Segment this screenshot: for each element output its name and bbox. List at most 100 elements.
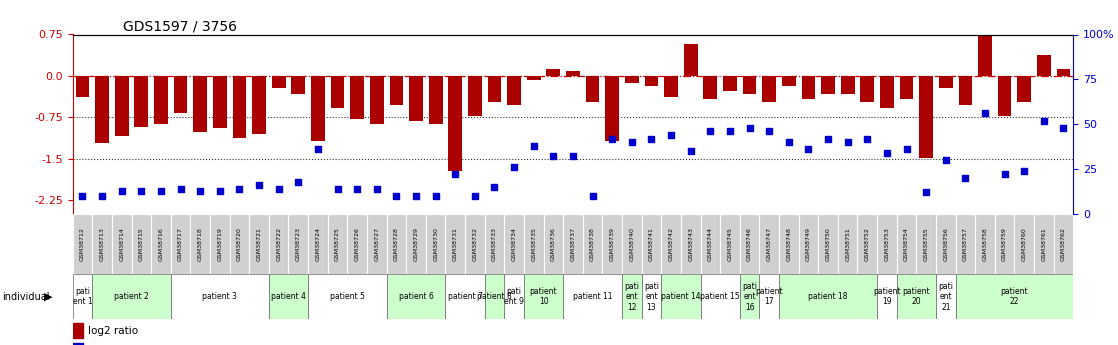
Text: GSM38716: GSM38716 — [159, 227, 163, 261]
Bar — [563, 214, 582, 274]
Bar — [367, 214, 387, 274]
Point — [407, 193, 425, 199]
Bar — [527, 76, 541, 80]
Bar — [919, 76, 934, 158]
Text: GSM38718: GSM38718 — [198, 227, 202, 261]
Text: GSM38723: GSM38723 — [296, 227, 301, 261]
Point — [269, 186, 287, 191]
Bar — [387, 214, 406, 274]
Bar — [504, 274, 524, 319]
Text: GSM38735: GSM38735 — [531, 227, 537, 261]
Bar — [253, 76, 266, 134]
Bar — [939, 76, 953, 88]
Bar — [841, 76, 854, 93]
Point — [956, 175, 974, 181]
Text: ▶: ▶ — [44, 292, 53, 302]
Point — [819, 136, 837, 141]
Text: GSM38738: GSM38738 — [590, 227, 595, 261]
Bar — [547, 69, 560, 76]
Bar — [288, 214, 309, 274]
Text: patient
20: patient 20 — [902, 287, 930, 306]
Bar — [956, 274, 1073, 319]
Bar — [586, 76, 599, 102]
Bar — [958, 76, 973, 105]
Text: patient 3: patient 3 — [202, 292, 237, 301]
Point — [898, 147, 916, 152]
Bar — [802, 76, 815, 99]
Text: GSM38720: GSM38720 — [237, 227, 241, 261]
Bar — [350, 76, 364, 119]
Text: GSM38727: GSM38727 — [375, 227, 379, 261]
Text: pati
ent
16: pati ent 16 — [742, 282, 757, 312]
Bar — [95, 76, 108, 143]
Point — [917, 190, 935, 195]
Text: GSM38746: GSM38746 — [747, 227, 752, 261]
Text: GSM38725: GSM38725 — [335, 227, 340, 261]
Text: GSM38742: GSM38742 — [669, 227, 673, 261]
Text: patient
17: patient 17 — [756, 287, 783, 306]
Bar — [465, 214, 485, 274]
Text: GSM38758: GSM38758 — [983, 227, 987, 261]
Text: patient 11: patient 11 — [572, 292, 613, 301]
Bar — [781, 76, 796, 86]
Bar — [524, 214, 543, 274]
Point — [859, 136, 877, 141]
Point — [388, 193, 406, 199]
Bar — [508, 76, 521, 105]
Point — [93, 193, 111, 199]
Text: GSM38713: GSM38713 — [100, 227, 105, 261]
Bar — [759, 214, 779, 274]
Point — [565, 154, 582, 159]
Text: pati
ent
21: pati ent 21 — [938, 282, 954, 312]
Text: pati
ent 1: pati ent 1 — [73, 287, 93, 306]
Bar — [605, 76, 619, 141]
Bar — [429, 76, 443, 125]
Point — [996, 172, 1014, 177]
Bar — [485, 274, 504, 319]
Bar — [821, 76, 835, 93]
Bar — [112, 214, 132, 274]
Bar — [603, 214, 622, 274]
Bar — [897, 214, 917, 274]
Bar — [661, 214, 681, 274]
Bar — [681, 214, 701, 274]
Text: GSM38722: GSM38722 — [276, 227, 282, 261]
Point — [604, 136, 622, 141]
Bar — [880, 76, 893, 108]
Point — [1035, 118, 1053, 124]
Bar — [370, 76, 383, 125]
Text: GSM38715: GSM38715 — [139, 227, 144, 261]
Point — [485, 184, 503, 190]
Text: GSM38760: GSM38760 — [1022, 227, 1026, 261]
Bar — [445, 274, 485, 319]
Bar — [328, 214, 348, 274]
Point — [799, 147, 817, 152]
Bar — [233, 76, 246, 138]
Text: GSM38743: GSM38743 — [689, 227, 693, 261]
Bar — [701, 214, 720, 274]
Text: patient 14: patient 14 — [661, 292, 701, 301]
Bar — [975, 214, 995, 274]
Point — [329, 186, 347, 191]
Bar — [426, 214, 445, 274]
Bar — [897, 274, 936, 319]
Bar — [151, 214, 171, 274]
Bar — [703, 76, 717, 99]
Text: patient 2: patient 2 — [114, 292, 149, 301]
Text: GSM38737: GSM38737 — [570, 227, 576, 261]
Point — [309, 147, 326, 152]
Bar — [76, 76, 89, 97]
Bar — [720, 214, 740, 274]
Text: GSM38741: GSM38741 — [648, 227, 654, 261]
Point — [132, 188, 150, 193]
Text: individual: individual — [2, 292, 49, 302]
Bar — [1053, 214, 1073, 274]
Bar — [878, 214, 897, 274]
Point — [682, 148, 700, 154]
Point — [760, 129, 778, 134]
Bar — [642, 214, 661, 274]
Text: GSM38761: GSM38761 — [1041, 227, 1046, 261]
Bar — [190, 214, 210, 274]
Point — [250, 183, 268, 188]
Bar — [212, 76, 227, 128]
